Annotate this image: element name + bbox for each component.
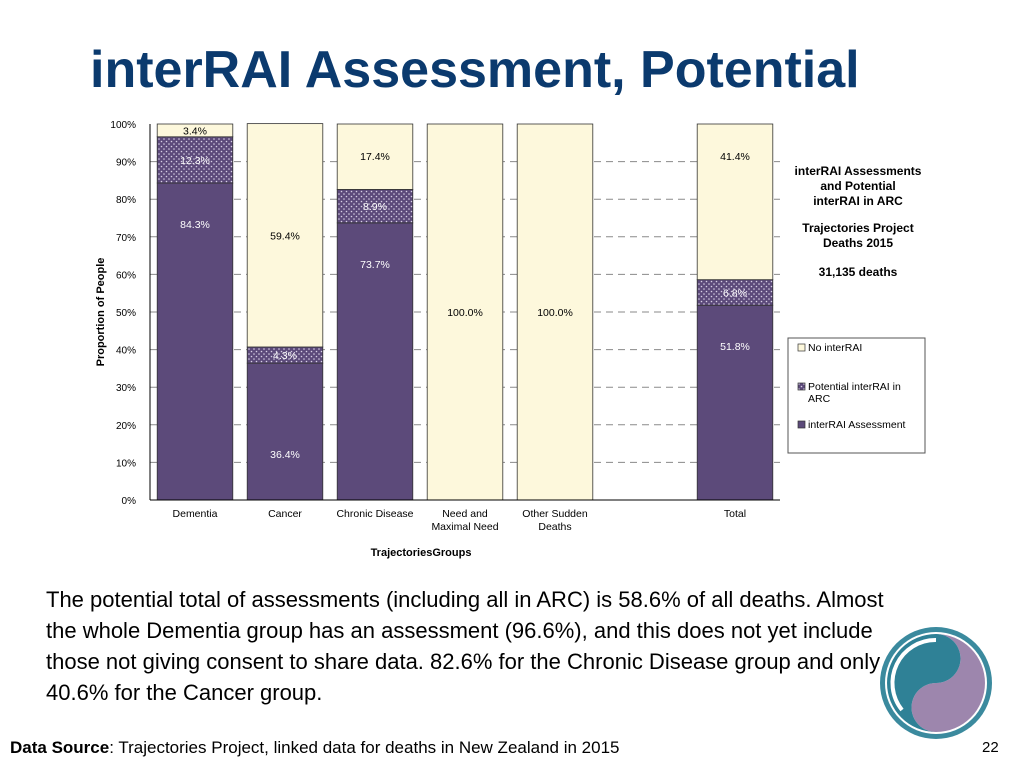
data-label: 100.0% — [447, 307, 483, 319]
data-label: 4.3% — [273, 350, 297, 362]
data-label: 51.8% — [720, 341, 750, 353]
x-tick-label: Deaths — [538, 521, 571, 533]
data-label: 59.4% — [270, 230, 300, 242]
stacked-bar-chart: 0% 10% 20% 30% 40% 50% 60% 70% 80% 90% 100% Proport… — [95, 120, 926, 559]
x-axis-title: TrajectoriesGroups — [371, 547, 472, 559]
x-tick-label: Other Sudden — [522, 508, 588, 520]
data-label: 84.3% — [180, 219, 210, 231]
legend-swatch — [797, 382, 806, 391]
y-tick-label: 20% — [116, 421, 136, 432]
bar-segment — [336, 222, 414, 501]
bar-segment — [246, 123, 324, 348]
y-tick-label: 60% — [116, 270, 136, 281]
data-label: 12.3% — [180, 155, 210, 167]
data-label: 41.4% — [720, 151, 750, 163]
bars — [156, 123, 774, 501]
legend-swatch — [797, 420, 806, 429]
annotation-heading: interRAI in ARC — [813, 194, 903, 208]
y-tick-label: 10% — [116, 458, 136, 469]
x-tick-label: Need and — [442, 508, 488, 520]
bar-segment — [336, 123, 414, 190]
data-source-text: : Trajectories Project, linked data for … — [109, 738, 620, 757]
x-tick-label: Maximal Need — [431, 521, 498, 533]
annotation-heading: and Potential — [820, 179, 895, 193]
bar-segment — [246, 362, 324, 501]
data-source-label: Data Source — [10, 738, 110, 757]
legend-label: Potential interRAI in — [808, 381, 901, 393]
legend-box — [787, 337, 926, 454]
bar-segment — [336, 189, 414, 224]
y-tick-label: 80% — [116, 195, 136, 206]
annotation-total: 31,135 deaths — [819, 265, 898, 279]
x-tick-label: Total — [724, 508, 746, 520]
annotation-subheading: Trajectories Project — [802, 221, 913, 235]
data-label: 8.9% — [363, 201, 387, 213]
y-tick-label: 100% — [110, 120, 136, 131]
data-labels: 84.3% 12.3% 3.4% 36.4% 4.3% 59.4% 73.7% 8.9% 17.… — [180, 125, 750, 461]
y-tick-label: 40% — [116, 346, 136, 357]
slide-title: interRAI Assessment, Potential — [90, 41, 860, 99]
legend-label: No interRAI — [808, 342, 862, 354]
y-tick-label: 70% — [116, 233, 136, 244]
axes: 0% 10% 20% 30% 40% 50% 60% 70% 80% 90% 100% Proport… — [95, 120, 780, 559]
x-tick-label: Dementia — [173, 508, 218, 520]
y-tick-label: 30% — [116, 383, 136, 394]
page-number: 22 — [982, 739, 999, 756]
body-paragraph: The potential total of assessments (incl… — [46, 587, 884, 705]
x-tick-label: Chronic Disease — [336, 508, 413, 520]
data-label: 100.0% — [537, 307, 573, 319]
bar-segment — [696, 123, 774, 281]
x-tick-label: Cancer — [268, 508, 302, 520]
y-axis-title: Proportion of People — [95, 258, 107, 367]
legend-label: ARC — [808, 393, 831, 405]
bar-segment — [696, 279, 774, 306]
bar-segment — [156, 136, 234, 184]
bar-segment — [426, 123, 504, 501]
swirl-logo-icon — [880, 627, 992, 739]
data-label: 73.7% — [360, 259, 390, 271]
annotation-heading: interRAI Assessments — [795, 164, 922, 178]
y-tick-label: 90% — [116, 158, 136, 169]
legend-label: interRAI Assessment — [808, 419, 906, 431]
data-label: 3.4% — [183, 125, 207, 137]
annotation-subheading: Deaths 2015 — [823, 236, 893, 250]
y-tick-label: 0% — [122, 496, 137, 507]
legend-swatch — [797, 343, 806, 352]
bar-segment — [156, 123, 234, 138]
bar-segment — [696, 304, 774, 501]
data-label: 6.8% — [723, 287, 747, 299]
data-label: 17.4% — [360, 151, 390, 163]
bar-segment — [516, 123, 594, 501]
y-tick-label: 50% — [116, 308, 136, 319]
data-label: 36.4% — [270, 449, 300, 461]
data-source-footer: Data Source: Trajectories Project, linke… — [10, 738, 620, 758]
